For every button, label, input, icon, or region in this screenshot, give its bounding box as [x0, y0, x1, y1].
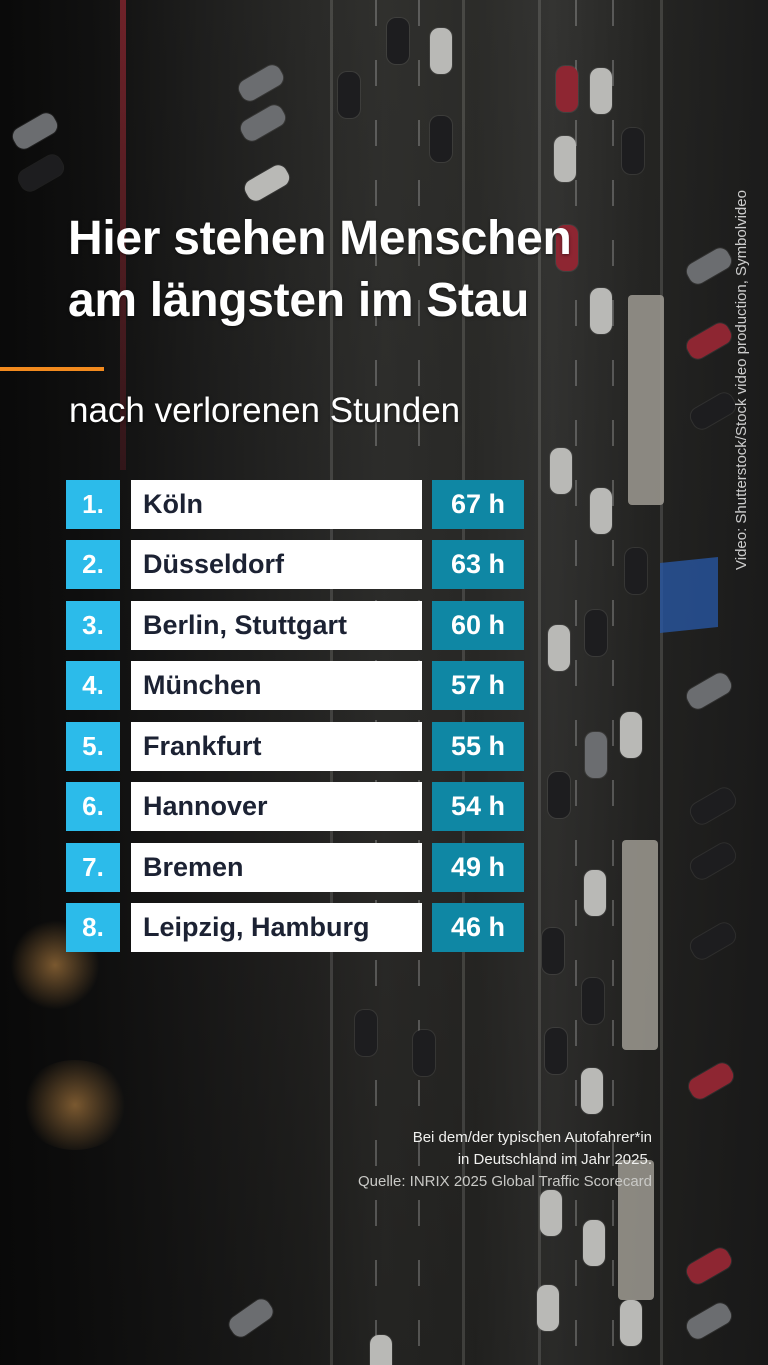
- city-name: Berlin, Stuttgart: [131, 601, 422, 650]
- hours-value: 54 h: [432, 782, 524, 831]
- city-name: Düsseldorf: [131, 540, 422, 589]
- ranking-row: 2. Düsseldorf 63 h: [66, 540, 526, 589]
- car: [583, 1220, 605, 1266]
- title-line-2: am längsten im Stau: [68, 274, 530, 327]
- rank-badge: 2.: [66, 540, 120, 589]
- hours-value: 67 h: [432, 480, 524, 529]
- street-light-glow: [20, 1060, 130, 1150]
- car: [9, 109, 61, 153]
- rank-badge: 3.: [66, 601, 120, 650]
- car: [590, 488, 612, 534]
- hours-value: 49 h: [432, 843, 524, 892]
- rank-badge: 5.: [66, 722, 120, 771]
- car: [585, 732, 607, 778]
- ranking-row: 7. Bremen 49 h: [66, 843, 526, 892]
- parked-car: [687, 839, 739, 883]
- car: [585, 610, 607, 656]
- hours-value: 55 h: [432, 722, 524, 771]
- car: [625, 548, 647, 594]
- rank-badge: 7.: [66, 843, 120, 892]
- hours-value: 46 h: [432, 903, 524, 952]
- ranking-row: 4. München 57 h: [66, 661, 526, 710]
- car: [413, 1030, 435, 1076]
- car: [537, 1285, 559, 1331]
- hours-value: 57 h: [432, 661, 524, 710]
- title-line-1: Hier stehen Menschen: [68, 212, 572, 265]
- car: [370, 1335, 392, 1365]
- city-name: Köln: [131, 480, 422, 529]
- parked-car: [683, 244, 735, 288]
- car: [581, 1068, 603, 1114]
- car: [241, 161, 293, 205]
- car: [15, 151, 67, 195]
- parked-car: [687, 389, 739, 433]
- car: [620, 1300, 642, 1346]
- parked-car: [683, 1299, 735, 1343]
- car: [622, 128, 644, 174]
- subtitle: nach verlorenen Stunden: [69, 391, 461, 430]
- footnote-line-1: Bei dem/der typischen Autofahrer*in: [412, 1129, 652, 1146]
- car: [430, 116, 452, 162]
- hours-value: 60 h: [432, 601, 524, 650]
- car: [548, 625, 570, 671]
- car: [554, 136, 576, 182]
- car: [620, 712, 642, 758]
- parked-car: [683, 1244, 735, 1288]
- rank-badge: 4.: [66, 661, 120, 710]
- road-edge: [660, 0, 663, 1365]
- car: [584, 870, 606, 916]
- page-title: Hier stehen Menschen am längsten im Stau: [68, 208, 572, 332]
- car: [235, 61, 287, 105]
- ranking-row: 1. Köln 67 h: [66, 480, 526, 529]
- car: [556, 66, 578, 112]
- rank-badge: 1.: [66, 480, 120, 529]
- parking-sign: [660, 556, 718, 634]
- bus: [628, 295, 664, 505]
- car: [550, 448, 572, 494]
- car: [540, 1190, 562, 1236]
- car: [237, 101, 289, 145]
- car: [225, 1295, 277, 1341]
- ranking-row: 6. Hannover 54 h: [66, 782, 526, 831]
- source-note: Quelle: INRIX 2025 Global Traffic Scorec…: [357, 1173, 652, 1190]
- ranking-row: 8. Leipzig, Hamburg 46 h: [66, 903, 526, 952]
- car: [590, 68, 612, 114]
- footnote-line-2: in Deutschland im Jahr 2025.: [457, 1151, 652, 1168]
- rank-badge: 6.: [66, 782, 120, 831]
- parked-car: [683, 669, 735, 713]
- car: [548, 772, 570, 818]
- city-name: Frankfurt: [131, 722, 422, 771]
- car: [338, 72, 360, 118]
- car: [355, 1010, 377, 1056]
- ranking-row: 3. Berlin, Stuttgart 60 h: [66, 601, 526, 650]
- car: [582, 978, 604, 1024]
- footnote: Bei dem/der typischen Autofahrer*in in D…: [358, 1127, 652, 1193]
- ranking-row: 5. Frankfurt 55 h: [66, 722, 526, 771]
- parked-car: [687, 919, 739, 963]
- video-credit: Video: Shutterstock/Stock video producti…: [733, 190, 750, 570]
- car: [542, 928, 564, 974]
- car: [545, 1028, 567, 1074]
- hours-value: 63 h: [432, 540, 524, 589]
- city-name: Leipzig, Hamburg: [131, 903, 422, 952]
- city-name: Hannover: [131, 782, 422, 831]
- rank-badge: 8.: [66, 903, 120, 952]
- bus: [622, 840, 658, 1050]
- car: [387, 18, 409, 64]
- car: [430, 28, 452, 74]
- parked-car: [683, 319, 735, 363]
- car: [590, 288, 612, 334]
- parked-car: [685, 1059, 737, 1103]
- accent-divider: [0, 367, 104, 371]
- city-name: München: [131, 661, 422, 710]
- city-name: Bremen: [131, 843, 422, 892]
- parked-car: [687, 784, 739, 828]
